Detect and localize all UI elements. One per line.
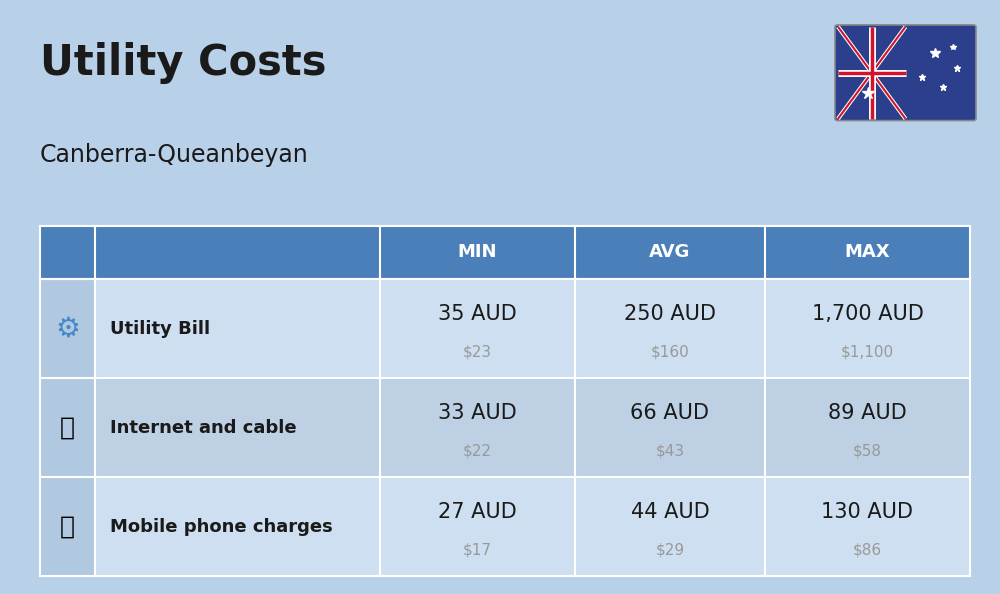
Text: $160: $160 xyxy=(651,345,689,360)
Text: 📱: 📱 xyxy=(60,514,75,539)
Text: Canberra-Queanbeyan: Canberra-Queanbeyan xyxy=(40,143,309,166)
Text: 66 AUD: 66 AUD xyxy=(630,403,709,423)
Text: 130 AUD: 130 AUD xyxy=(821,502,913,522)
Text: Utility Bill: Utility Bill xyxy=(110,320,210,337)
Bar xyxy=(40,378,970,477)
FancyBboxPatch shape xyxy=(835,25,976,121)
Text: $86: $86 xyxy=(853,543,882,558)
Text: ⚙: ⚙ xyxy=(55,315,80,343)
Bar xyxy=(40,477,970,576)
Text: 33 AUD: 33 AUD xyxy=(438,403,517,423)
Text: $23: $23 xyxy=(463,345,492,360)
Bar xyxy=(40,226,970,279)
Bar xyxy=(40,477,95,576)
Text: $22: $22 xyxy=(463,444,492,459)
Text: 1,700 AUD: 1,700 AUD xyxy=(812,304,923,324)
Text: MIN: MIN xyxy=(458,244,497,261)
Text: 27 AUD: 27 AUD xyxy=(438,502,517,522)
Text: 35 AUD: 35 AUD xyxy=(438,304,517,324)
Text: 250 AUD: 250 AUD xyxy=(624,304,716,324)
Text: $43: $43 xyxy=(655,444,685,459)
Text: Internet and cable: Internet and cable xyxy=(110,419,297,437)
Text: 📡: 📡 xyxy=(60,416,75,440)
Text: 89 AUD: 89 AUD xyxy=(828,403,907,423)
Text: MAX: MAX xyxy=(845,244,890,261)
Bar xyxy=(40,279,970,378)
Text: Mobile phone charges: Mobile phone charges xyxy=(110,518,333,536)
Text: $58: $58 xyxy=(853,444,882,459)
Bar xyxy=(40,378,95,477)
Text: Utility Costs: Utility Costs xyxy=(40,42,326,84)
Text: $17: $17 xyxy=(463,543,492,558)
Bar xyxy=(40,279,95,378)
Text: $1,100: $1,100 xyxy=(841,345,894,360)
Text: 44 AUD: 44 AUD xyxy=(631,502,709,522)
Text: AVG: AVG xyxy=(649,244,691,261)
Text: $29: $29 xyxy=(655,543,685,558)
